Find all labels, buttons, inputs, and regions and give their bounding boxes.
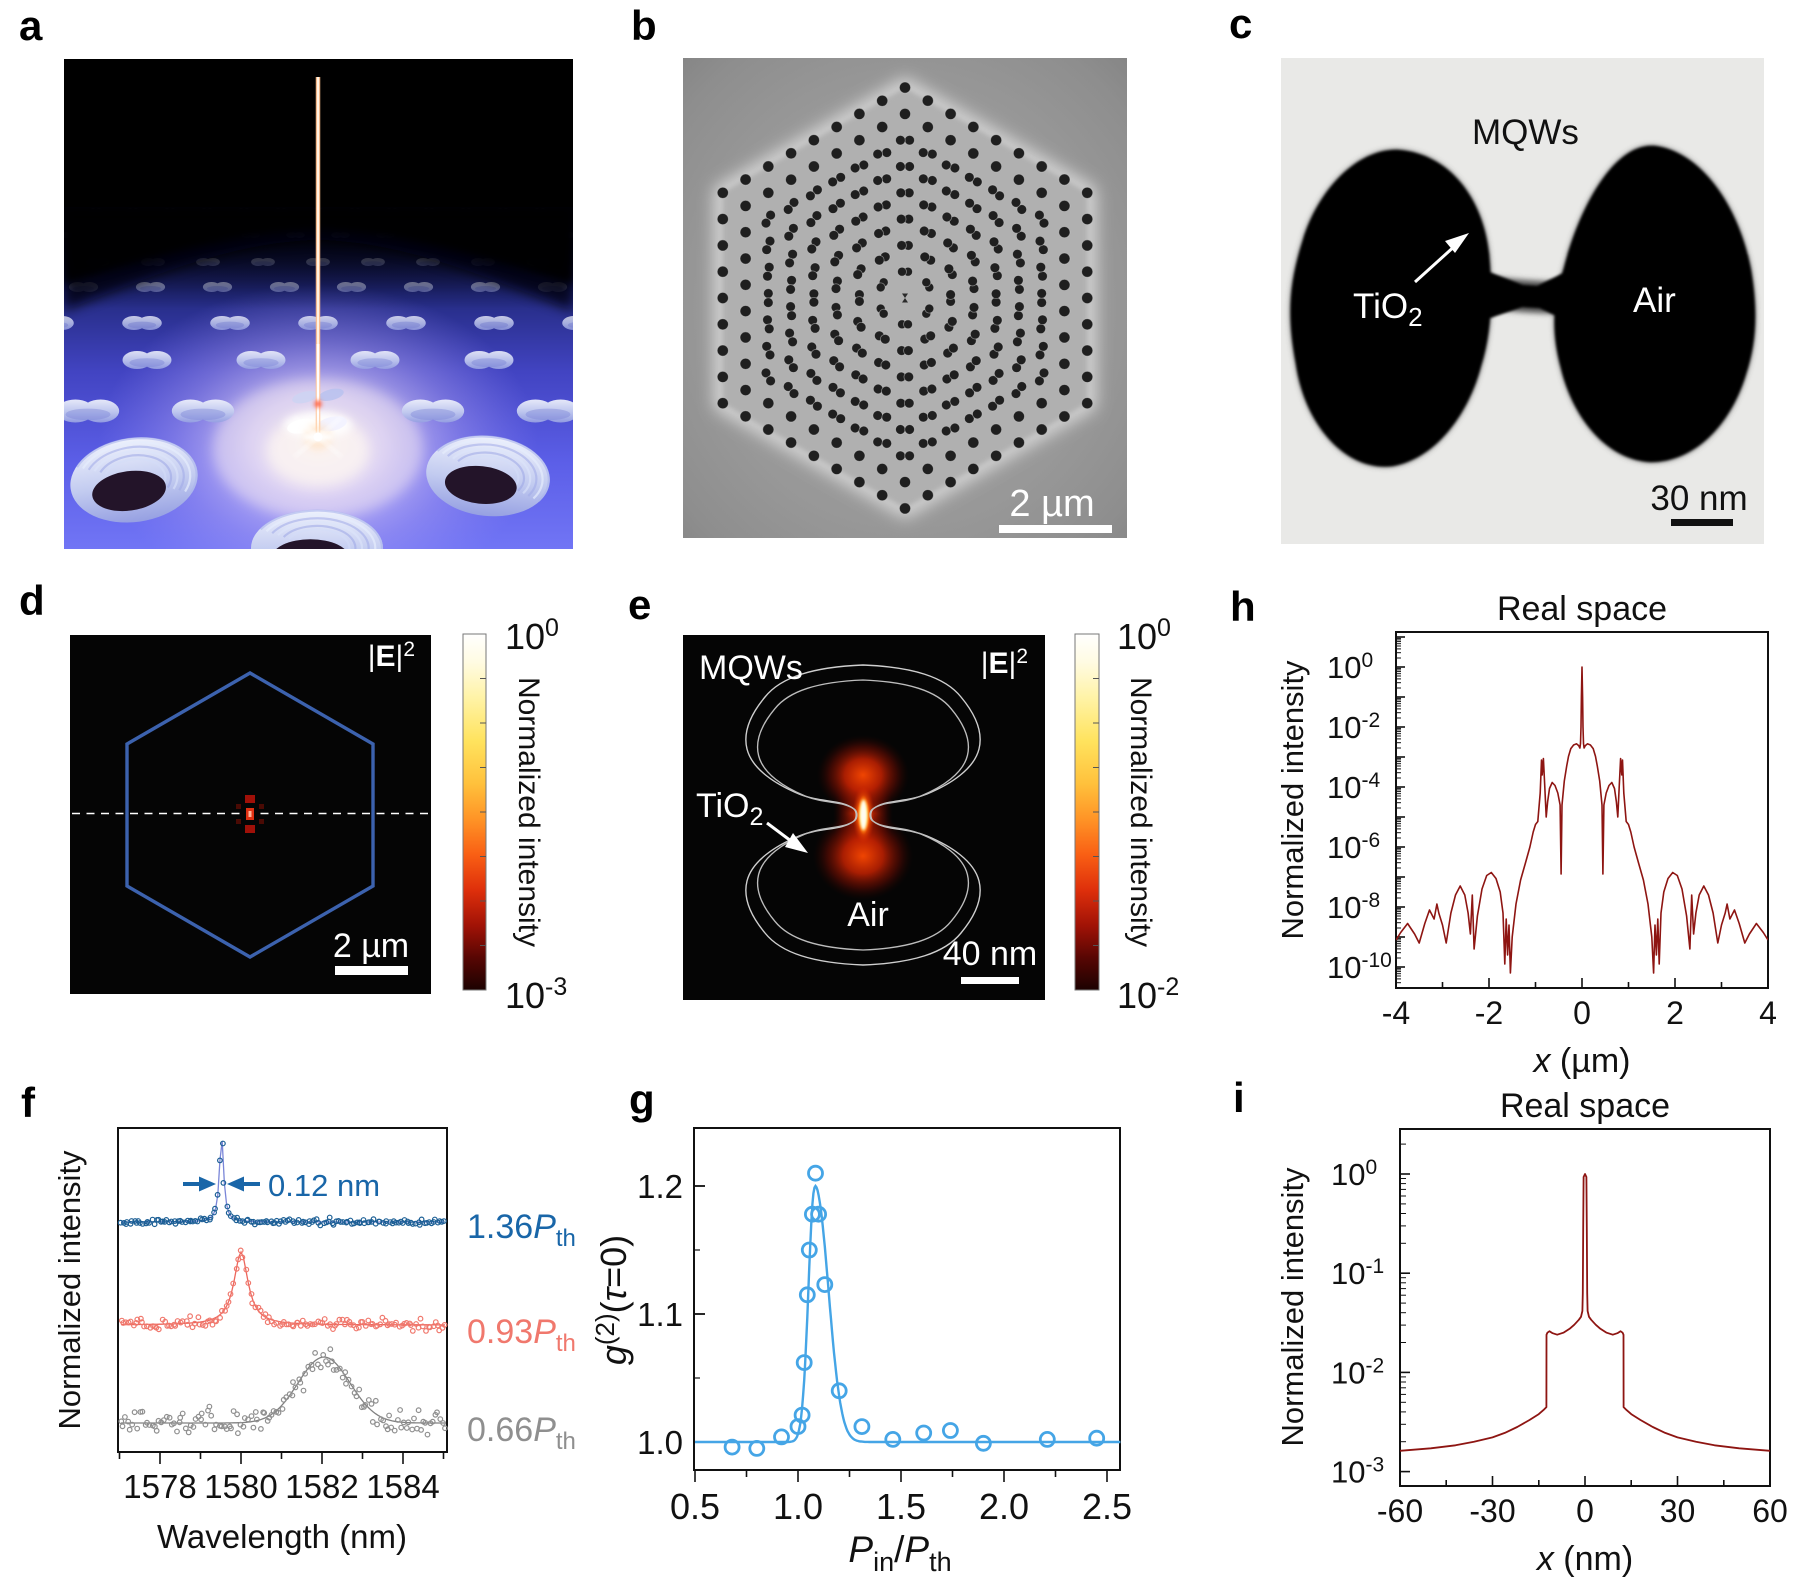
svg-text:Normalized intensity: Normalized intensity [1275,1167,1310,1447]
svg-text:1584: 1584 [366,1468,439,1505]
svg-text:60: 60 [1752,1493,1788,1529]
svg-text:1.36Pth: 1.36Pth [467,1208,576,1252]
svg-text:Air: Air [847,896,889,934]
svg-text:2: 2 [1666,995,1684,1031]
svg-text:1580: 1580 [204,1468,277,1505]
svg-text:1.5: 1.5 [876,1486,926,1527]
svg-text:Normalized intensity: Normalized intensity [1275,660,1310,940]
svg-text:b: b [631,2,657,49]
svg-text:a: a [19,2,43,49]
svg-text:-60: -60 [1377,1493,1423,1529]
svg-text:f: f [21,1079,36,1126]
svg-text:0: 0 [1573,995,1591,1031]
svg-text:Normalized intensity: Normalized intensity [52,1150,87,1430]
svg-text:x (nm): x (nm) [1535,1540,1633,1578]
svg-text:MQWs: MQWs [1472,113,1579,152]
svg-text:Normalized intensity: Normalized intensity [1124,677,1157,947]
svg-text:30 nm: 30 nm [1650,479,1747,518]
svg-text:40 nm: 40 nm [943,935,1038,973]
svg-text:d: d [19,577,45,624]
svg-text:Normalized intensity: Normalized intensity [512,677,545,947]
svg-text:x (µm): x (µm) [1531,1042,1630,1080]
svg-text:0.5: 0.5 [670,1486,720,1527]
svg-text:30: 30 [1660,1493,1696,1529]
svg-text:c: c [1229,0,1252,47]
svg-text:Real space: Real space [1500,1087,1670,1125]
svg-text:MQWs: MQWs [699,649,803,687]
svg-text:2.0: 2.0 [979,1486,1029,1527]
svg-text:Pin/Pth: Pin/Pth [848,1529,951,1577]
svg-text:-2: -2 [1475,995,1503,1031]
svg-text:h: h [1230,583,1256,630]
svg-text:1.0: 1.0 [637,1424,683,1461]
svg-text:4: 4 [1759,995,1777,1031]
svg-text:1582: 1582 [285,1468,358,1505]
svg-text:1.2: 1.2 [637,1168,683,1205]
svg-text:Real space: Real space [1497,590,1667,628]
svg-text:g(2)(τ=0): g(2)(τ=0) [590,1235,634,1365]
svg-text:-30: -30 [1469,1493,1515,1529]
svg-text:-4: -4 [1382,995,1410,1031]
svg-text:2 µm: 2 µm [333,927,409,965]
svg-text:0.12 nm: 0.12 nm [268,1168,380,1203]
svg-text:1.0: 1.0 [773,1486,823,1527]
svg-text:g: g [629,1076,655,1123]
svg-text:e: e [628,581,651,628]
svg-text:2 µm: 2 µm [1009,483,1094,525]
svg-text:i: i [1233,1074,1245,1121]
svg-text:100: 100 [1117,614,1171,657]
svg-text:1.1: 1.1 [637,1296,683,1333]
svg-text:0: 0 [1576,1493,1594,1529]
svg-text:2.5: 2.5 [1082,1486,1132,1527]
svg-text:1578: 1578 [123,1468,196,1505]
svg-text:Wavelength (nm): Wavelength (nm) [157,1518,407,1555]
svg-text:Air: Air [1633,281,1676,320]
